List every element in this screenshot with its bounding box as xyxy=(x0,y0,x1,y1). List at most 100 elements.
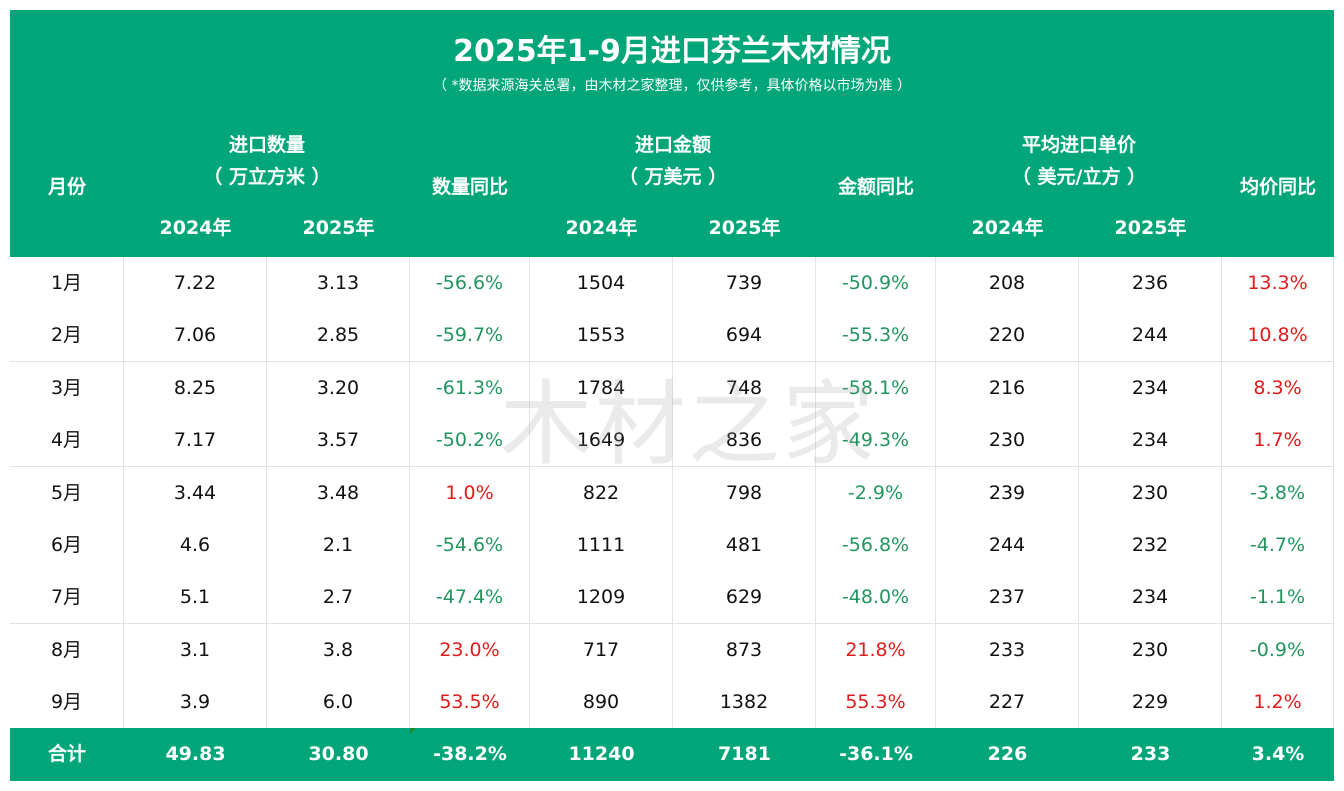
cell-amt-2024: 1784 xyxy=(530,361,673,414)
header-qty-2024: 2024年 xyxy=(159,217,232,239)
total-cell-price-2024: 226 xyxy=(987,743,1028,765)
page-title: 2025年1-9月进口芬兰木材情况 xyxy=(453,34,891,69)
total-cell-qty-2025: 30.80 xyxy=(308,743,369,765)
cell-amt-2025: 1382 xyxy=(673,676,816,729)
cell-qty-yoy: -50.2% xyxy=(410,414,530,467)
cell-price-2024: 237 xyxy=(936,571,1079,624)
cell-price-2024: 239 xyxy=(936,466,1079,519)
header-amt-2025: 2025年 xyxy=(708,217,781,239)
cell-month: 5月 xyxy=(10,466,124,519)
cell-qty-2025: 6.0 xyxy=(267,676,410,729)
cell-amt-yoy: -49.3% xyxy=(816,414,936,467)
cell-qty-2025: 2.1 xyxy=(267,519,410,571)
cell-price-2024: 227 xyxy=(936,676,1079,729)
header-price-2025: 2025年 xyxy=(1114,217,1187,239)
cell-amt-2025: 694 xyxy=(673,309,816,362)
report-frame: 2025年1-9月进口芬兰木材情况 （ *数据来源海关总署，由木材之家整理，仅供… xyxy=(10,10,1334,781)
cell-qty-2025: 3.57 xyxy=(267,414,410,467)
cell-amt-yoy: -48.0% xyxy=(816,571,936,624)
cell-amt-2024: 717 xyxy=(530,623,673,676)
cell-amt-yoy: 21.8% xyxy=(816,623,936,676)
table-row: 1月 7.22 3.13 -56.6% 1504 739 -50.9% 208 236 13.3% xyxy=(10,257,1334,310)
cell-qty-2024: 7.17 xyxy=(124,414,267,467)
cell-qty-2024: 7.06 xyxy=(124,309,267,362)
header-price-2024: 2024年 xyxy=(971,217,1044,239)
table-row: 3月 8.25 3.20 -61.3% 1784 748 -58.1% 216 234 8.3% xyxy=(10,361,1334,415)
cell-price-2025: 244 xyxy=(1079,309,1222,362)
table-row: 4月 7.17 3.57 -50.2% 1649 836 -49.3% 230 234 1.7% xyxy=(10,414,1334,468)
cell-price-yoy: -4.7% xyxy=(1222,519,1334,571)
cell-qty-2024: 8.25 xyxy=(124,361,267,414)
total-cell-qty-yoy: -38.2% xyxy=(433,743,507,765)
header-amt-2024: 2024年 xyxy=(565,217,638,239)
total-cell-amt-2025: 7181 xyxy=(718,743,771,765)
header-price-title: 平均进口单价 xyxy=(1021,134,1136,156)
table-header: 2025年1-9月进口芬兰木材情况 （ *数据来源海关总署，由木材之家整理，仅供… xyxy=(10,10,1334,257)
cell-month: 8月 xyxy=(10,623,124,676)
cell-amt-2024: 1209 xyxy=(530,571,673,624)
cell-amt-yoy: -56.8% xyxy=(816,519,936,571)
cell-price-2024: 230 xyxy=(936,414,1079,467)
cell-month: 1月 xyxy=(10,257,124,309)
total-cell-month: 合计 xyxy=(47,743,86,765)
cell-amt-2025: 481 xyxy=(673,519,816,571)
cell-amt-yoy: -2.9% xyxy=(816,466,936,519)
cell-amt-2025: 629 xyxy=(673,571,816,624)
cell-price-2025: 230 xyxy=(1079,466,1222,519)
cell-qty-yoy: -59.7% xyxy=(410,309,530,362)
total-cell-price-2025: 233 xyxy=(1130,743,1171,765)
cell-price-yoy: 10.8% xyxy=(1222,309,1334,362)
cell-price-2024: 233 xyxy=(936,623,1079,676)
cell-price-2024: 220 xyxy=(936,309,1079,362)
cell-qty-2025: 2.7 xyxy=(267,571,410,624)
cell-month: 3月 xyxy=(10,361,124,414)
cell-price-yoy: 1.2% xyxy=(1222,676,1334,729)
cell-qty-yoy: 53.5% xyxy=(410,676,530,729)
cell-amt-2024: 1504 xyxy=(530,257,673,309)
cell-qty-2024: 4.6 xyxy=(124,519,267,571)
table-row: 5月 3.44 3.48 1.0% 822 798 -2.9% 239 230 -3.8% xyxy=(10,466,1334,520)
cell-amt-2024: 890 xyxy=(530,676,673,729)
total-row: 合计 49.83 30.80 -38.2% 11240 7181 -36.1% 226 233 3… xyxy=(10,728,1334,781)
cell-qty-2024: 5.1 xyxy=(124,571,267,624)
total-cell-price-yoy: 3.4% xyxy=(1251,743,1305,765)
cell-amt-2024: 1111 xyxy=(530,519,673,571)
cell-qty-2024: 3.44 xyxy=(124,466,267,519)
cell-amt-2024: 1553 xyxy=(530,309,673,362)
cell-month: 7月 xyxy=(10,571,124,624)
cell-price-yoy: 1.7% xyxy=(1222,414,1334,467)
table-row: 2月 7.06 2.85 -59.7% 1553 694 -55.3% 220 244 10.8% xyxy=(10,309,1334,363)
cell-amt-2024: 822 xyxy=(530,466,673,519)
header-price-yoy: 均价同比 xyxy=(1239,176,1316,198)
cell-price-2025: 236 xyxy=(1079,257,1222,309)
header-qty-title: 进口数量 xyxy=(228,134,305,156)
header-amt-title: 进口金额 xyxy=(634,134,711,156)
cell-qty-2024: 7.22 xyxy=(124,257,267,309)
cell-qty-2025: 3.48 xyxy=(267,466,410,519)
cell-price-2025: 234 xyxy=(1079,361,1222,414)
cell-qty-yoy: -47.4% xyxy=(410,571,530,624)
cell-price-2024: 216 xyxy=(936,361,1079,414)
cell-qty-2024: 3.9 xyxy=(124,676,267,729)
cell-price-yoy: 8.3% xyxy=(1222,361,1334,414)
cell-price-yoy: -0.9% xyxy=(1222,623,1334,676)
header-price-unit: （ 美元/立方 ） xyxy=(1011,166,1147,188)
cell-qty-yoy: 23.0% xyxy=(410,623,530,676)
cell-qty-2025: 3.20 xyxy=(267,361,410,414)
cell-price-2025: 229 xyxy=(1079,676,1222,729)
cell-amt-2025: 748 xyxy=(673,361,816,414)
cell-amt-2025: 873 xyxy=(673,623,816,676)
header-qty-unit: （ 万立方米 ） xyxy=(203,166,331,188)
cell-price-2024: 208 xyxy=(936,257,1079,309)
cell-qty-2025: 3.8 xyxy=(267,623,410,676)
cell-amt-yoy: -58.1% xyxy=(816,361,936,414)
cell-qty-2024: 3.1 xyxy=(124,623,267,676)
cell-price-yoy: 13.3% xyxy=(1222,257,1334,309)
cell-price-yoy: -1.1% xyxy=(1222,571,1334,624)
cell-amt-2025: 836 xyxy=(673,414,816,467)
cell-month: 6月 xyxy=(10,519,124,571)
cell-amt-2025: 798 xyxy=(673,466,816,519)
cell-qty-2025: 2.85 xyxy=(267,309,410,362)
cell-amt-2025: 739 xyxy=(673,257,816,309)
total-cell-amt-yoy: -36.1% xyxy=(839,743,913,765)
